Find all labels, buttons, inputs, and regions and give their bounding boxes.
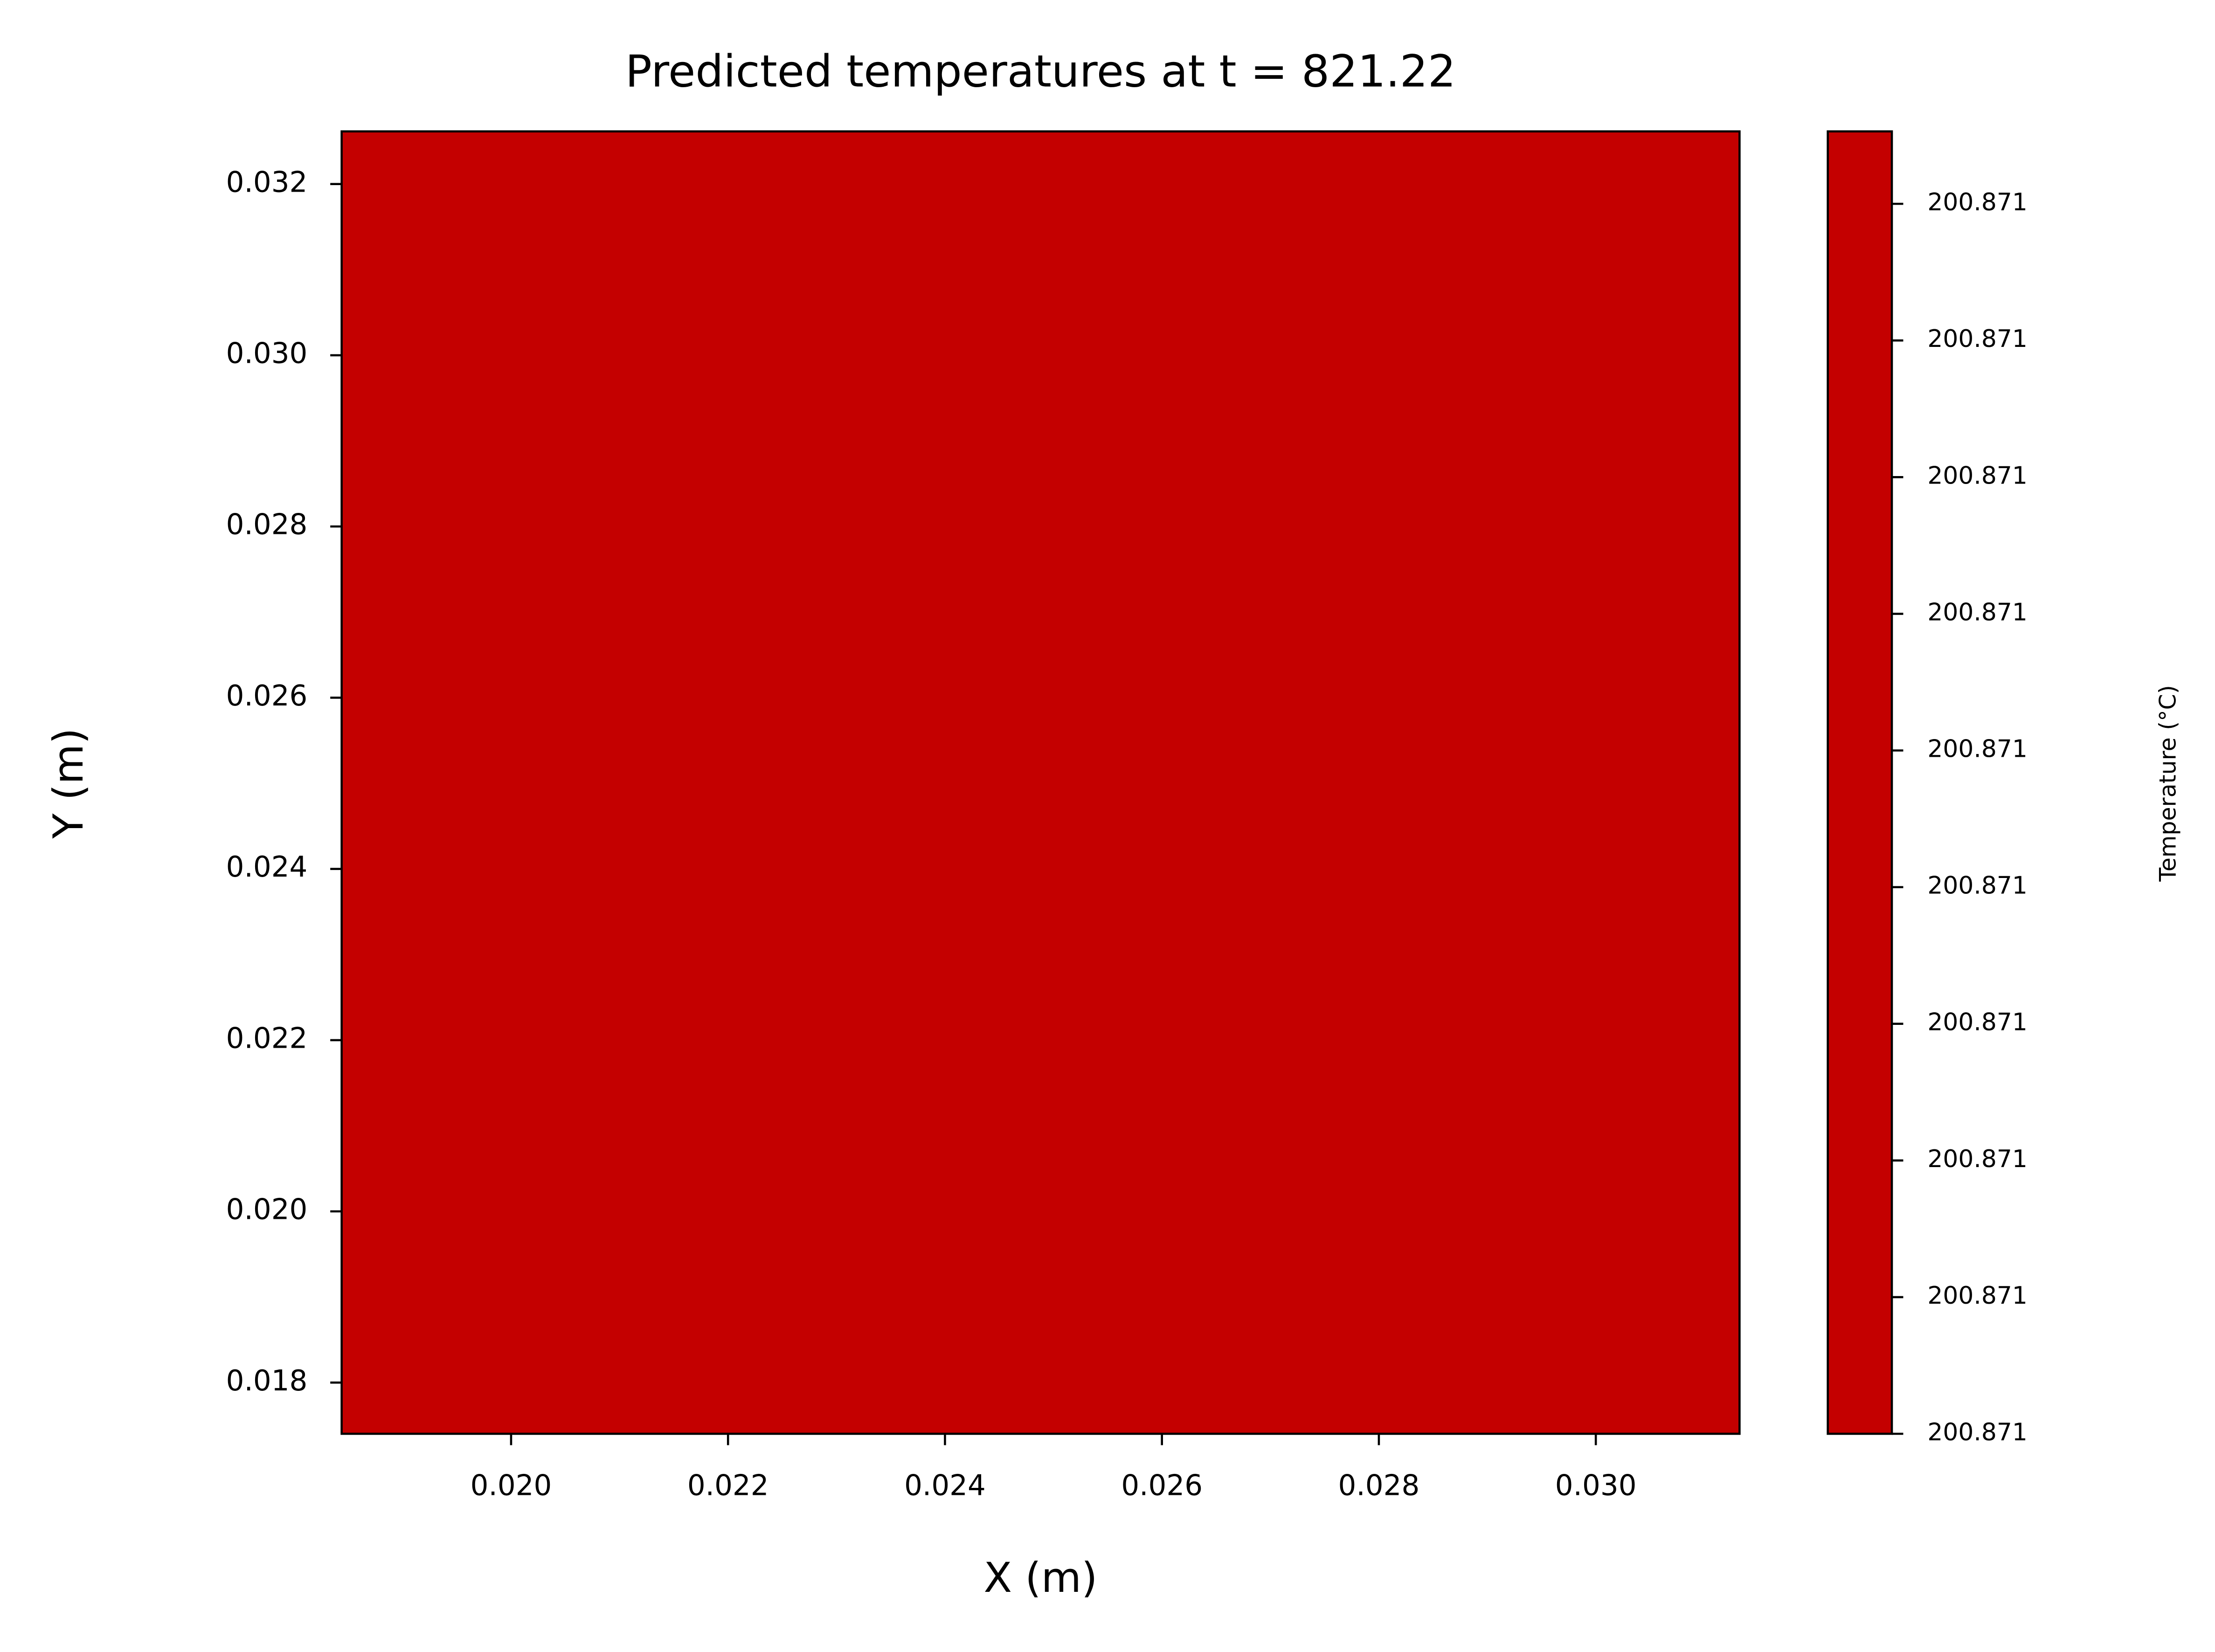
x-tick-label: 0.024	[904, 1469, 986, 1502]
heat-cell	[341, 131, 1740, 1434]
x-tick-label: 0.030	[1555, 1469, 1637, 1502]
plot-frame	[340, 130, 1741, 1435]
colorbar-tick-label: 200.871	[1927, 1282, 2028, 1310]
y-tick-label: 0.032	[226, 166, 308, 199]
colorbar-tick-label: 200.871	[1927, 462, 2028, 490]
x-tick-label: 0.026	[1121, 1469, 1203, 1502]
colorbar-tick-label: 200.871	[1927, 598, 2028, 626]
colorbar-tick-label: 200.871	[1927, 188, 2028, 216]
y-axis-label: Y (m)	[44, 728, 92, 839]
y-tick-label: 0.028	[226, 508, 308, 541]
x-tick-label: 0.020	[471, 1469, 552, 1502]
y-tick-label: 0.026	[226, 679, 308, 712]
y-tick-label: 0.030	[226, 337, 308, 370]
colorbar-tick-label: 200.871	[1927, 1009, 2028, 1037]
colorbar-tick-label: 200.871	[1927, 735, 2028, 763]
x-tick-label: 0.028	[1338, 1469, 1420, 1502]
chart-title: Predicted temperatures at t = 821.22	[625, 46, 1456, 97]
colorbar-frame	[1827, 130, 1893, 1435]
y-tick-label: 0.024	[226, 850, 308, 884]
x-axis-label: X (m)	[983, 1554, 1097, 1602]
x-tick-label: 0.022	[687, 1469, 769, 1502]
y-tick-label: 0.018	[226, 1364, 308, 1397]
colorbar-label: Temperature (°C)	[2154, 685, 2181, 882]
y-tick-label: 0.020	[226, 1193, 308, 1226]
y-tick-label: 0.022	[226, 1022, 308, 1055]
colorbar-tick-label: 200.871	[1927, 1418, 2028, 1446]
colorbar	[1827, 131, 1892, 1434]
colorbar-tick-label: 200.871	[1927, 325, 2028, 353]
colorbar-tick-label: 200.871	[1927, 1145, 2028, 1173]
colorbar-tick-label: 200.871	[1927, 872, 2028, 900]
